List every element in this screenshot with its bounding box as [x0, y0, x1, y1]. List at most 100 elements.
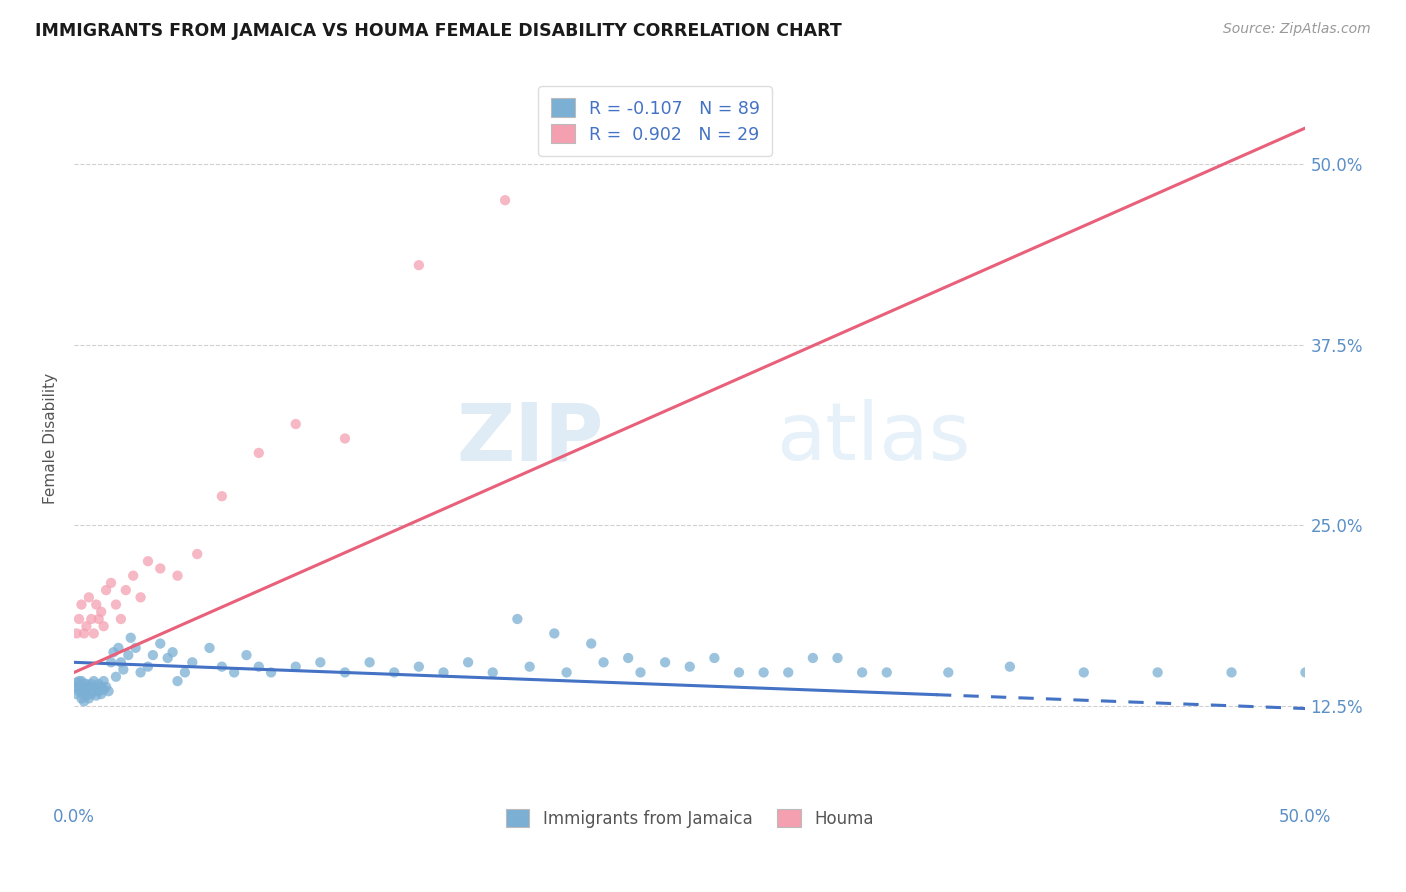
Point	[107, 640, 129, 655]
Point	[592, 656, 614, 670]
Point	[73, 694, 96, 708]
Point	[67, 684, 90, 698]
Point	[654, 656, 676, 670]
Point	[408, 659, 430, 673]
Point	[136, 659, 159, 673]
Point	[801, 651, 824, 665]
Point	[65, 626, 87, 640]
Point	[581, 636, 603, 650]
Point	[110, 612, 132, 626]
Point	[97, 684, 120, 698]
Point	[494, 193, 516, 207]
Point	[936, 665, 959, 680]
Point	[1073, 665, 1095, 680]
Point	[67, 674, 90, 689]
Point	[432, 665, 454, 680]
Point	[149, 561, 172, 575]
Point	[211, 489, 233, 503]
Point	[333, 432, 356, 446]
Legend: Immigrants from Jamaica, Houma: Immigrants from Jamaica, Houma	[499, 803, 880, 835]
Point	[630, 665, 652, 680]
Point	[617, 651, 640, 665]
Point	[94, 583, 117, 598]
Point	[120, 631, 142, 645]
Point	[876, 665, 898, 680]
Point	[284, 417, 307, 431]
Point	[752, 665, 775, 680]
Point	[94, 680, 117, 694]
Point	[174, 665, 197, 680]
Point	[224, 665, 246, 680]
Point	[309, 656, 332, 670]
Point	[84, 598, 107, 612]
Point	[156, 651, 179, 665]
Point	[70, 598, 93, 612]
Point	[149, 636, 172, 650]
Point	[679, 659, 702, 673]
Point	[129, 591, 152, 605]
Point	[84, 689, 107, 703]
Point	[408, 258, 430, 272]
Point	[70, 674, 93, 689]
Point	[87, 677, 110, 691]
Point	[284, 659, 307, 673]
Point	[1220, 665, 1243, 680]
Point	[70, 691, 93, 706]
Point	[73, 687, 96, 701]
Point	[70, 684, 93, 698]
Point	[93, 682, 115, 697]
Point	[110, 656, 132, 670]
Point	[851, 665, 873, 680]
Point	[65, 680, 87, 694]
Point	[506, 612, 529, 626]
Point	[136, 554, 159, 568]
Point	[104, 670, 127, 684]
Point	[247, 446, 270, 460]
Point	[75, 677, 97, 691]
Point	[382, 665, 405, 680]
Point	[260, 665, 283, 680]
Point	[80, 612, 103, 626]
Point	[93, 619, 115, 633]
Point	[103, 645, 125, 659]
Point	[67, 612, 90, 626]
Point	[122, 568, 145, 582]
Point	[166, 568, 188, 582]
Text: ZIP: ZIP	[457, 400, 603, 477]
Point	[77, 691, 100, 706]
Text: IMMIGRANTS FROM JAMAICA VS HOUMA FEMALE DISABILITY CORRELATION CHART: IMMIGRANTS FROM JAMAICA VS HOUMA FEMALE …	[35, 22, 842, 40]
Point	[75, 682, 97, 697]
Point	[73, 677, 96, 691]
Point	[65, 675, 87, 690]
Point	[1146, 665, 1168, 680]
Point	[519, 659, 541, 673]
Point	[117, 648, 139, 662]
Point	[73, 626, 96, 640]
Point	[555, 665, 578, 680]
Point	[87, 684, 110, 698]
Point	[129, 665, 152, 680]
Point	[87, 612, 110, 626]
Point	[70, 680, 93, 694]
Point	[457, 656, 479, 670]
Point	[65, 687, 87, 701]
Text: atlas: atlas	[776, 400, 970, 477]
Point	[84, 680, 107, 694]
Point	[186, 547, 208, 561]
Text: Source: ZipAtlas.com: Source: ZipAtlas.com	[1223, 22, 1371, 37]
Point	[124, 640, 146, 655]
Point	[333, 665, 356, 680]
Point	[235, 648, 257, 662]
Y-axis label: Female Disability: Female Disability	[44, 373, 58, 504]
Point	[90, 687, 112, 701]
Point	[162, 645, 184, 659]
Point	[703, 651, 725, 665]
Point	[112, 663, 135, 677]
Point	[77, 680, 100, 694]
Point	[247, 659, 270, 673]
Point	[75, 619, 97, 633]
Point	[83, 684, 105, 698]
Point	[359, 656, 381, 670]
Point	[1294, 665, 1316, 680]
Point	[80, 687, 103, 701]
